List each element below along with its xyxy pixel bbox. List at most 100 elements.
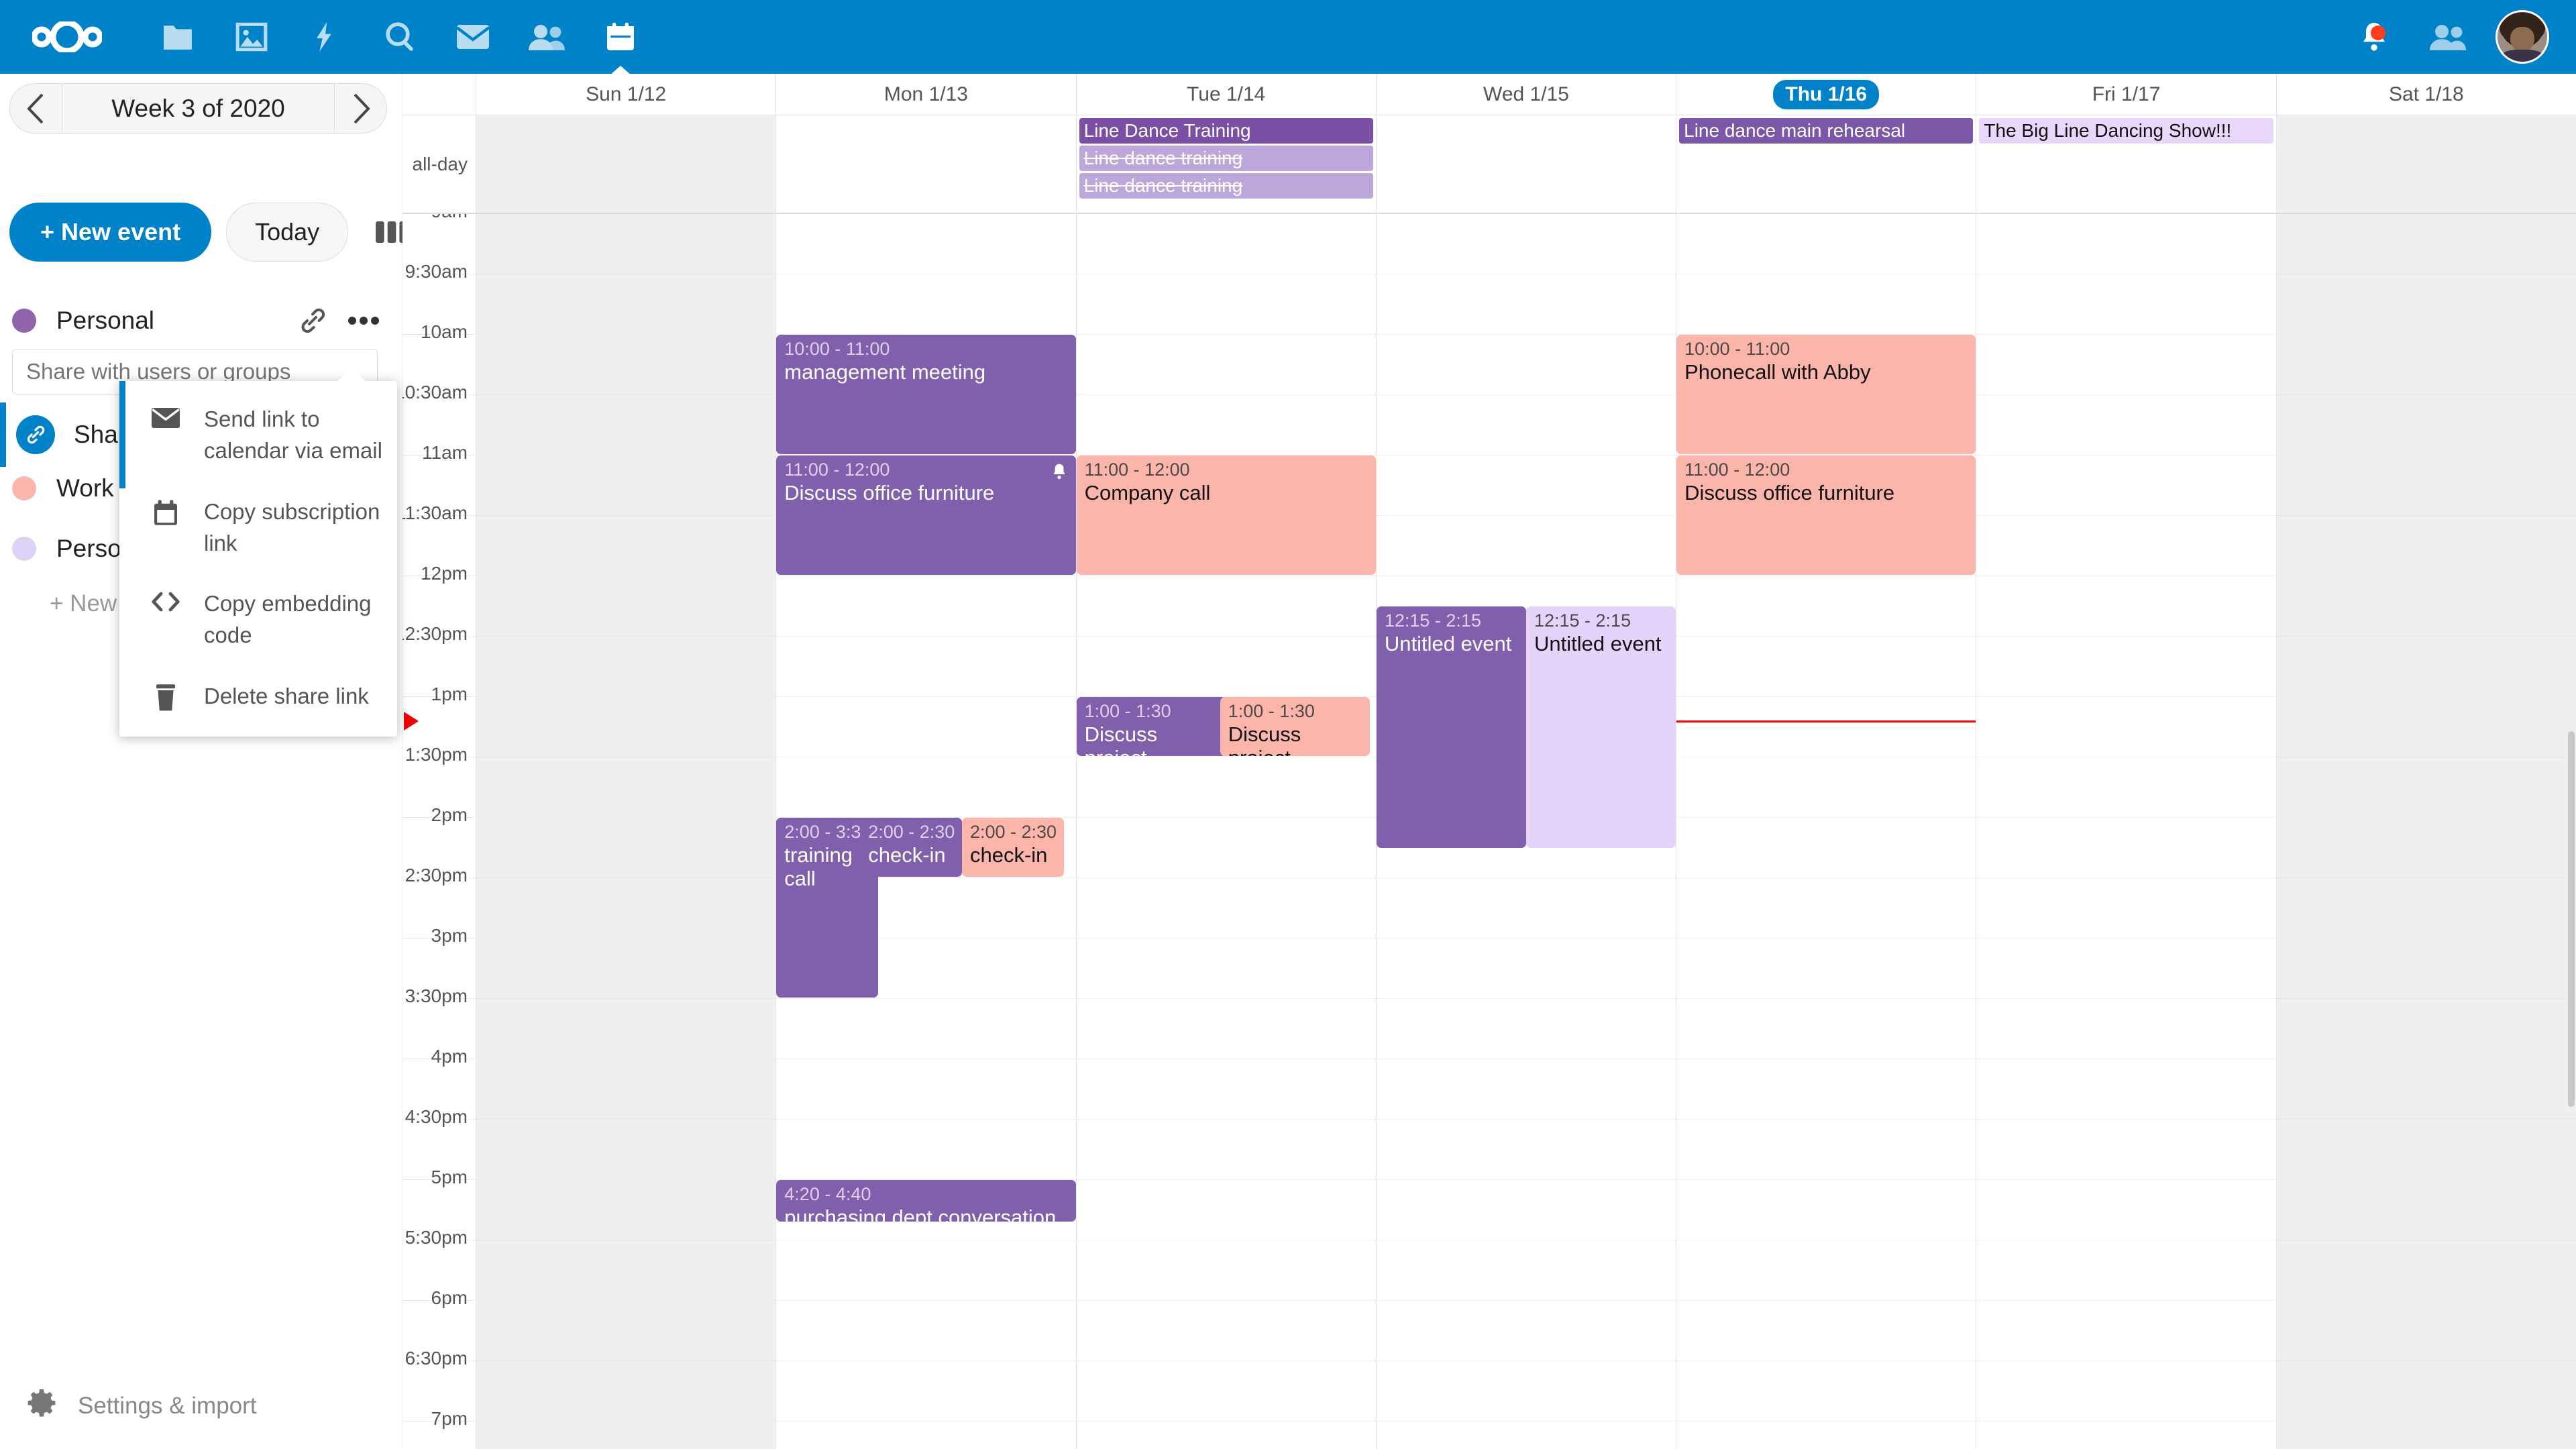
time-slot[interactable]: [1676, 576, 1976, 637]
nextcloud-logo-icon[interactable]: [32, 17, 102, 57]
time-slot[interactable]: [776, 938, 1076, 999]
time-slot[interactable]: [476, 938, 776, 999]
settings-and-import-button[interactable]: Settings & import: [27, 1389, 257, 1422]
menu-item-copy-subscription-link[interactable]: Copy subscription link: [119, 482, 397, 574]
time-slot[interactable]: [1076, 335, 1376, 395]
calendar-event[interactable]: 10:00 - 11:00 Phonecall with Abby: [1676, 335, 1976, 454]
time-slot[interactable]: [1076, 1059, 1376, 1120]
time-slot[interactable]: [476, 818, 776, 878]
time-slot[interactable]: [2276, 516, 2576, 576]
time-slot[interactable]: [1376, 1361, 1676, 1421]
time-slot[interactable]: [776, 818, 1076, 878]
calendar-event[interactable]: 12:15 - 2:15 Untitled event: [1525, 606, 1676, 848]
time-slot[interactable]: [1976, 697, 2276, 757]
time-slot[interactable]: [2276, 1240, 2576, 1301]
time-slot[interactable]: [1376, 1240, 1676, 1301]
link-icon[interactable]: [287, 295, 338, 346]
new-event-button[interactable]: + New event: [9, 203, 212, 262]
time-slot[interactable]: [2277, 1421, 2576, 1449]
time-slot[interactable]: [1377, 1421, 1676, 1449]
time-slot[interactable]: [1076, 1301, 1376, 1361]
time-slot[interactable]: [1676, 878, 1976, 938]
time-slot[interactable]: [1676, 938, 1976, 999]
time-slot[interactable]: [2276, 455, 2576, 516]
activity-icon[interactable]: [288, 0, 362, 74]
time-slot[interactable]: [776, 878, 1076, 938]
time-slot[interactable]: [2276, 878, 2576, 938]
time-slot[interactable]: [1076, 818, 1376, 878]
time-slot[interactable]: [1076, 1361, 1376, 1421]
time-slot[interactable]: [1376, 274, 1676, 335]
time-slot[interactable]: [476, 1059, 776, 1120]
time-slot[interactable]: [1976, 516, 2276, 576]
time-slot[interactable]: [2276, 818, 2576, 878]
time-slot[interactable]: [1676, 818, 1976, 878]
time-slot[interactable]: [476, 214, 776, 274]
time-slot[interactable]: [1676, 274, 1976, 335]
day-header-6[interactable]: Sat 1/18: [2277, 74, 2576, 115]
time-slot[interactable]: [776, 999, 1076, 1059]
all-day-event[interactable]: Line dance main rehearsal: [1679, 118, 1974, 144]
time-slot[interactable]: [776, 214, 1076, 274]
time-slot[interactable]: [1676, 1240, 1976, 1301]
time-slot[interactable]: [776, 1301, 1076, 1361]
time-slot[interactable]: [2276, 1120, 2576, 1180]
time-slot[interactable]: [1676, 1421, 1976, 1449]
time-slot[interactable]: [1076, 516, 1376, 576]
time-slot[interactable]: [1976, 1421, 2275, 1449]
day-column-6[interactable]: [2276, 214, 2576, 1449]
time-slot[interactable]: [776, 1059, 1076, 1120]
time-slot[interactable]: [1676, 214, 1976, 274]
time-slot[interactable]: [1676, 757, 1976, 818]
time-slot[interactable]: [1376, 1120, 1676, 1180]
three-dots-icon[interactable]: [338, 295, 389, 346]
photos-icon[interactable]: [215, 0, 288, 74]
time-slot[interactable]: [476, 1421, 775, 1449]
time-slot[interactable]: [1676, 999, 1976, 1059]
time-slot[interactable]: [1376, 878, 1676, 938]
time-slot[interactable]: [1976, 999, 2276, 1059]
day-column-5[interactable]: [1976, 214, 2277, 1449]
all-day-event[interactable]: Line dance training: [1079, 173, 1373, 199]
notifications-bell-icon[interactable]: [2337, 0, 2411, 74]
time-slot[interactable]: [1676, 697, 1976, 757]
all-day-event[interactable]: The Big Line Dancing Show!!!: [1979, 118, 2273, 144]
time-slot[interactable]: [476, 335, 776, 395]
calendar-event[interactable]: 4:20 - 4:40 purchasing dept conversation: [776, 1180, 1076, 1222]
time-slot[interactable]: [476, 1180, 776, 1240]
time-slot[interactable]: [1076, 878, 1376, 938]
time-slot[interactable]: [1376, 999, 1676, 1059]
menu-item-copy-embedding-code[interactable]: Copy embedding code: [119, 574, 397, 666]
time-slot[interactable]: [1077, 1421, 1376, 1449]
time-slot[interactable]: [1076, 999, 1376, 1059]
time-slot[interactable]: [1076, 1180, 1376, 1240]
time-slot[interactable]: [776, 637, 1076, 697]
time-slot[interactable]: [1976, 335, 2276, 395]
time-slot[interactable]: [1976, 395, 2276, 455]
time-slot[interactable]: [476, 395, 776, 455]
contacts-menu-icon[interactable]: [2411, 0, 2485, 74]
time-slot[interactable]: [1976, 1180, 2276, 1240]
all-day-cell-6[interactable]: [2276, 115, 2576, 213]
calendar-event[interactable]: 11:00 - 12:00 Company call: [1076, 455, 1376, 575]
time-slot[interactable]: [776, 395, 1076, 455]
time-slot[interactable]: [1076, 637, 1376, 697]
previous-week-button[interactable]: [10, 84, 62, 133]
time-slot[interactable]: [476, 455, 776, 516]
time-slot[interactable]: [476, 1120, 776, 1180]
time-slot[interactable]: [2276, 395, 2576, 455]
menu-item-send-link-email[interactable]: Send link to calendar via email: [119, 389, 397, 482]
all-day-cell-1[interactable]: [776, 115, 1077, 213]
time-slot[interactable]: [2276, 335, 2576, 395]
time-slot[interactable]: [776, 516, 1076, 576]
mail-icon[interactable]: [436, 0, 510, 74]
all-day-cell-2[interactable]: Line Dance Training Line dance training Li…: [1077, 115, 1377, 213]
day-header-0[interactable]: Sun 1/12: [476, 74, 777, 115]
time-slot[interactable]: [776, 576, 1076, 637]
time-slot[interactable]: [1676, 516, 1976, 576]
user-avatar[interactable]: [2496, 10, 2549, 64]
calendar-icon[interactable]: [584, 0, 657, 74]
day-column-3[interactable]: 12:15 - 2:15 Untitled event 12:15 - 2:15 Un…: [1376, 214, 1677, 1449]
menu-item-delete-share-link[interactable]: Delete share link: [119, 666, 397, 727]
